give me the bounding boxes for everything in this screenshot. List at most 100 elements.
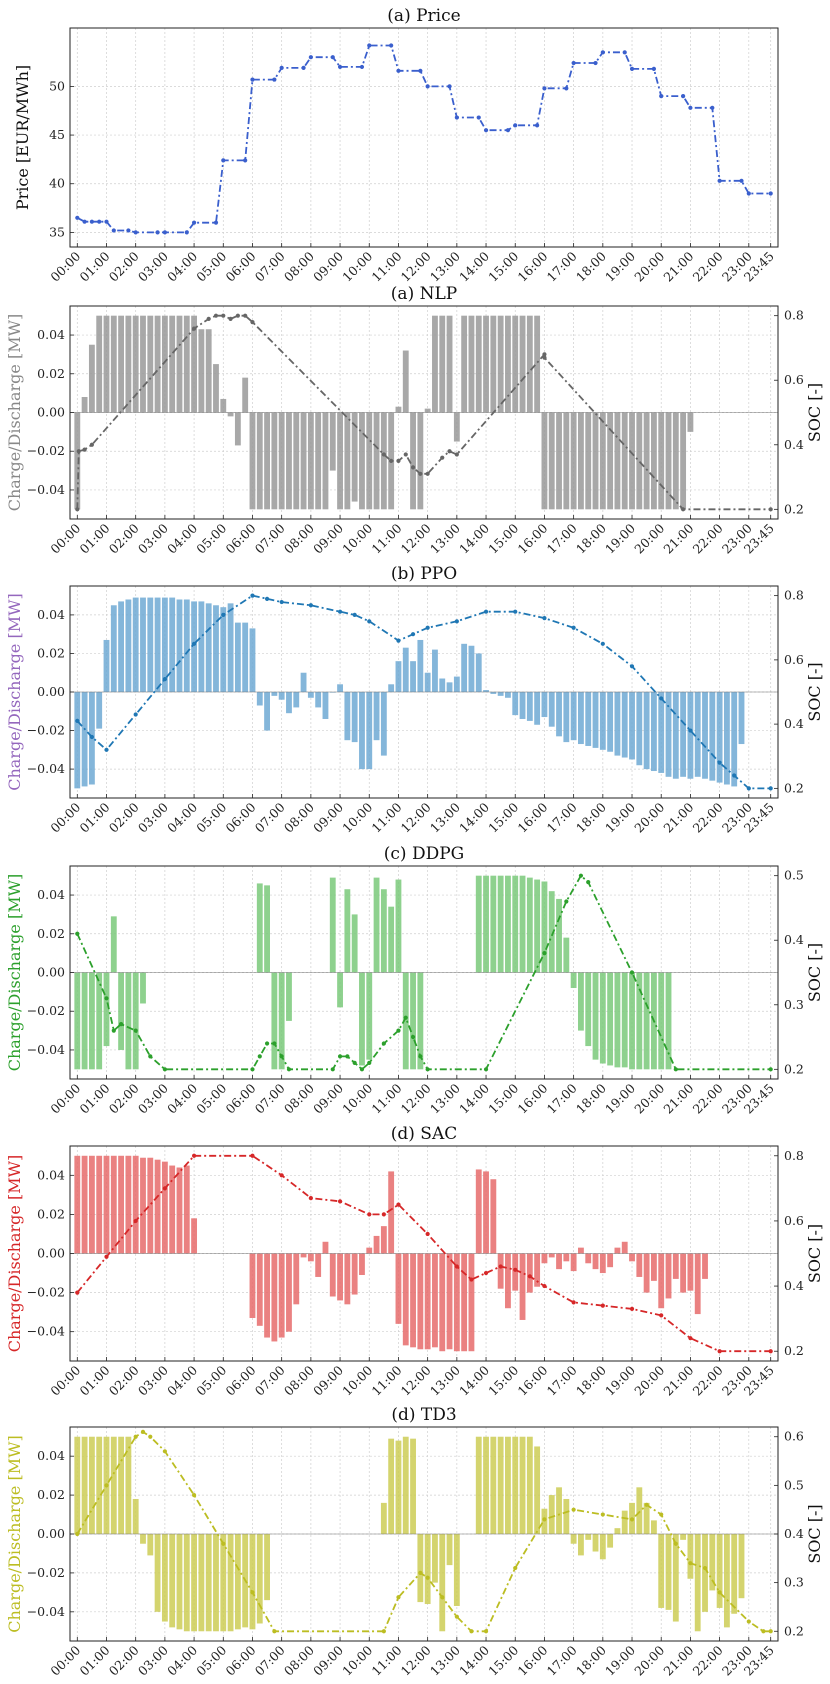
soc-line-point [542, 951, 547, 956]
bar [453, 1253, 460, 1352]
soc-line-point [746, 786, 751, 791]
x-tick-label: 01:00 [77, 799, 113, 835]
x-tick-label: 10:00 [339, 1642, 375, 1678]
bar [665, 412, 672, 510]
x-tick-label: 12:00 [398, 799, 434, 835]
bar [359, 692, 365, 770]
x-tick-label: 00:00 [47, 1080, 83, 1116]
bar [147, 315, 154, 413]
bar [592, 692, 599, 748]
soc-line-point [768, 507, 773, 512]
soc-line-point [272, 1041, 277, 1046]
bar [96, 1155, 103, 1254]
soc-line-point [389, 458, 394, 464]
bar [286, 972, 292, 1021]
soc-line-point [104, 1483, 109, 1488]
bar [220, 398, 227, 413]
bar [483, 1171, 489, 1254]
x-tick-label: 08:00 [281, 1642, 317, 1678]
soc-line-point [659, 696, 664, 701]
soc-line-point [213, 313, 219, 318]
bar [337, 972, 343, 1008]
soc-line-point [221, 313, 226, 318]
x-tick-label: 18:00 [573, 520, 609, 556]
bar [556, 412, 562, 510]
bar [629, 1253, 635, 1262]
price-line-point [155, 230, 160, 235]
soc-line-point [564, 899, 569, 904]
x-tick-label: 07:00 [252, 520, 288, 556]
bar [88, 1436, 95, 1534]
soc-line-point [732, 773, 737, 778]
x-tick-label: 02:00 [106, 1642, 142, 1678]
price-line-point [301, 65, 306, 71]
bar [380, 889, 387, 973]
bar [534, 1446, 541, 1534]
soc-line-point [221, 612, 226, 618]
soc-line-point [75, 931, 80, 936]
y-tick-label: 0.00 [37, 1526, 65, 1541]
panel-title: (b) PPO [391, 564, 457, 584]
x-tick-label: 02:00 [106, 1080, 142, 1116]
bar [249, 628, 256, 692]
bar [366, 412, 373, 510]
bar [315, 1253, 322, 1277]
x-tick-label: 20:00 [631, 799, 667, 835]
soc-line-point [191, 326, 197, 331]
bar [599, 1534, 606, 1560]
bar [621, 1510, 628, 1534]
soc-line-point [330, 1067, 335, 1072]
y-tick-label: 0.02 [37, 645, 65, 660]
bar [607, 1534, 614, 1548]
y2-tick-label: 0.4 [784, 932, 804, 947]
x-tick-label: 22:00 [690, 248, 726, 284]
soc-line-point [250, 593, 255, 598]
y-axis-label: Charge/Discharge [MW] [5, 593, 24, 791]
bar [118, 601, 125, 692]
soc-line-point [206, 316, 211, 322]
y2-tick-label: 0.6 [784, 652, 804, 667]
bar [614, 1528, 621, 1534]
bar [658, 412, 665, 510]
price-line-point [651, 66, 657, 71]
bar [213, 364, 219, 413]
soc-line-point [279, 599, 284, 605]
bar [315, 692, 322, 708]
soc-line-point [571, 1507, 576, 1512]
bar [526, 1436, 533, 1534]
soc-line-point [191, 641, 197, 646]
bar [81, 692, 88, 787]
bar [410, 1253, 416, 1348]
y2-tick-label: 0.3 [784, 1575, 804, 1590]
bar [475, 315, 482, 413]
bar [278, 692, 285, 700]
bar [380, 1226, 387, 1254]
bar [541, 692, 548, 718]
bar [592, 1534, 599, 1552]
bar [621, 692, 628, 758]
x-tick-label: 03:00 [135, 520, 171, 556]
x-tick-label: 14:00 [456, 1362, 492, 1398]
bar [570, 1253, 577, 1272]
soc-line-point [221, 1541, 226, 1546]
y-tick-label: 0.04 [37, 887, 65, 902]
plot-frame [69, 27, 779, 248]
soc-line-point [279, 1054, 284, 1059]
soc-line-point [513, 1565, 518, 1571]
x-tick-label: 17:00 [544, 799, 580, 835]
panel-ddpg: 0.2 0.3 0.4 0.5 SOC [-] −0.04 −0.02 0.00 0.02 0.0… [5, 844, 824, 1117]
bar [307, 1253, 314, 1262]
bar [519, 875, 526, 973]
soc-line-point [681, 507, 686, 512]
price-line-point [162, 230, 167, 235]
bar [534, 692, 541, 725]
soc-line-point [702, 1565, 708, 1571]
soc-line-point [359, 1067, 365, 1072]
soc-line-point [162, 1067, 167, 1072]
bar [264, 692, 270, 731]
soc-line-point [629, 1517, 635, 1522]
x-tick-label: 04:00 [164, 1642, 200, 1678]
y2-tick-label: 0.2 [784, 1061, 804, 1076]
bar [658, 1253, 665, 1309]
bar [373, 877, 380, 973]
